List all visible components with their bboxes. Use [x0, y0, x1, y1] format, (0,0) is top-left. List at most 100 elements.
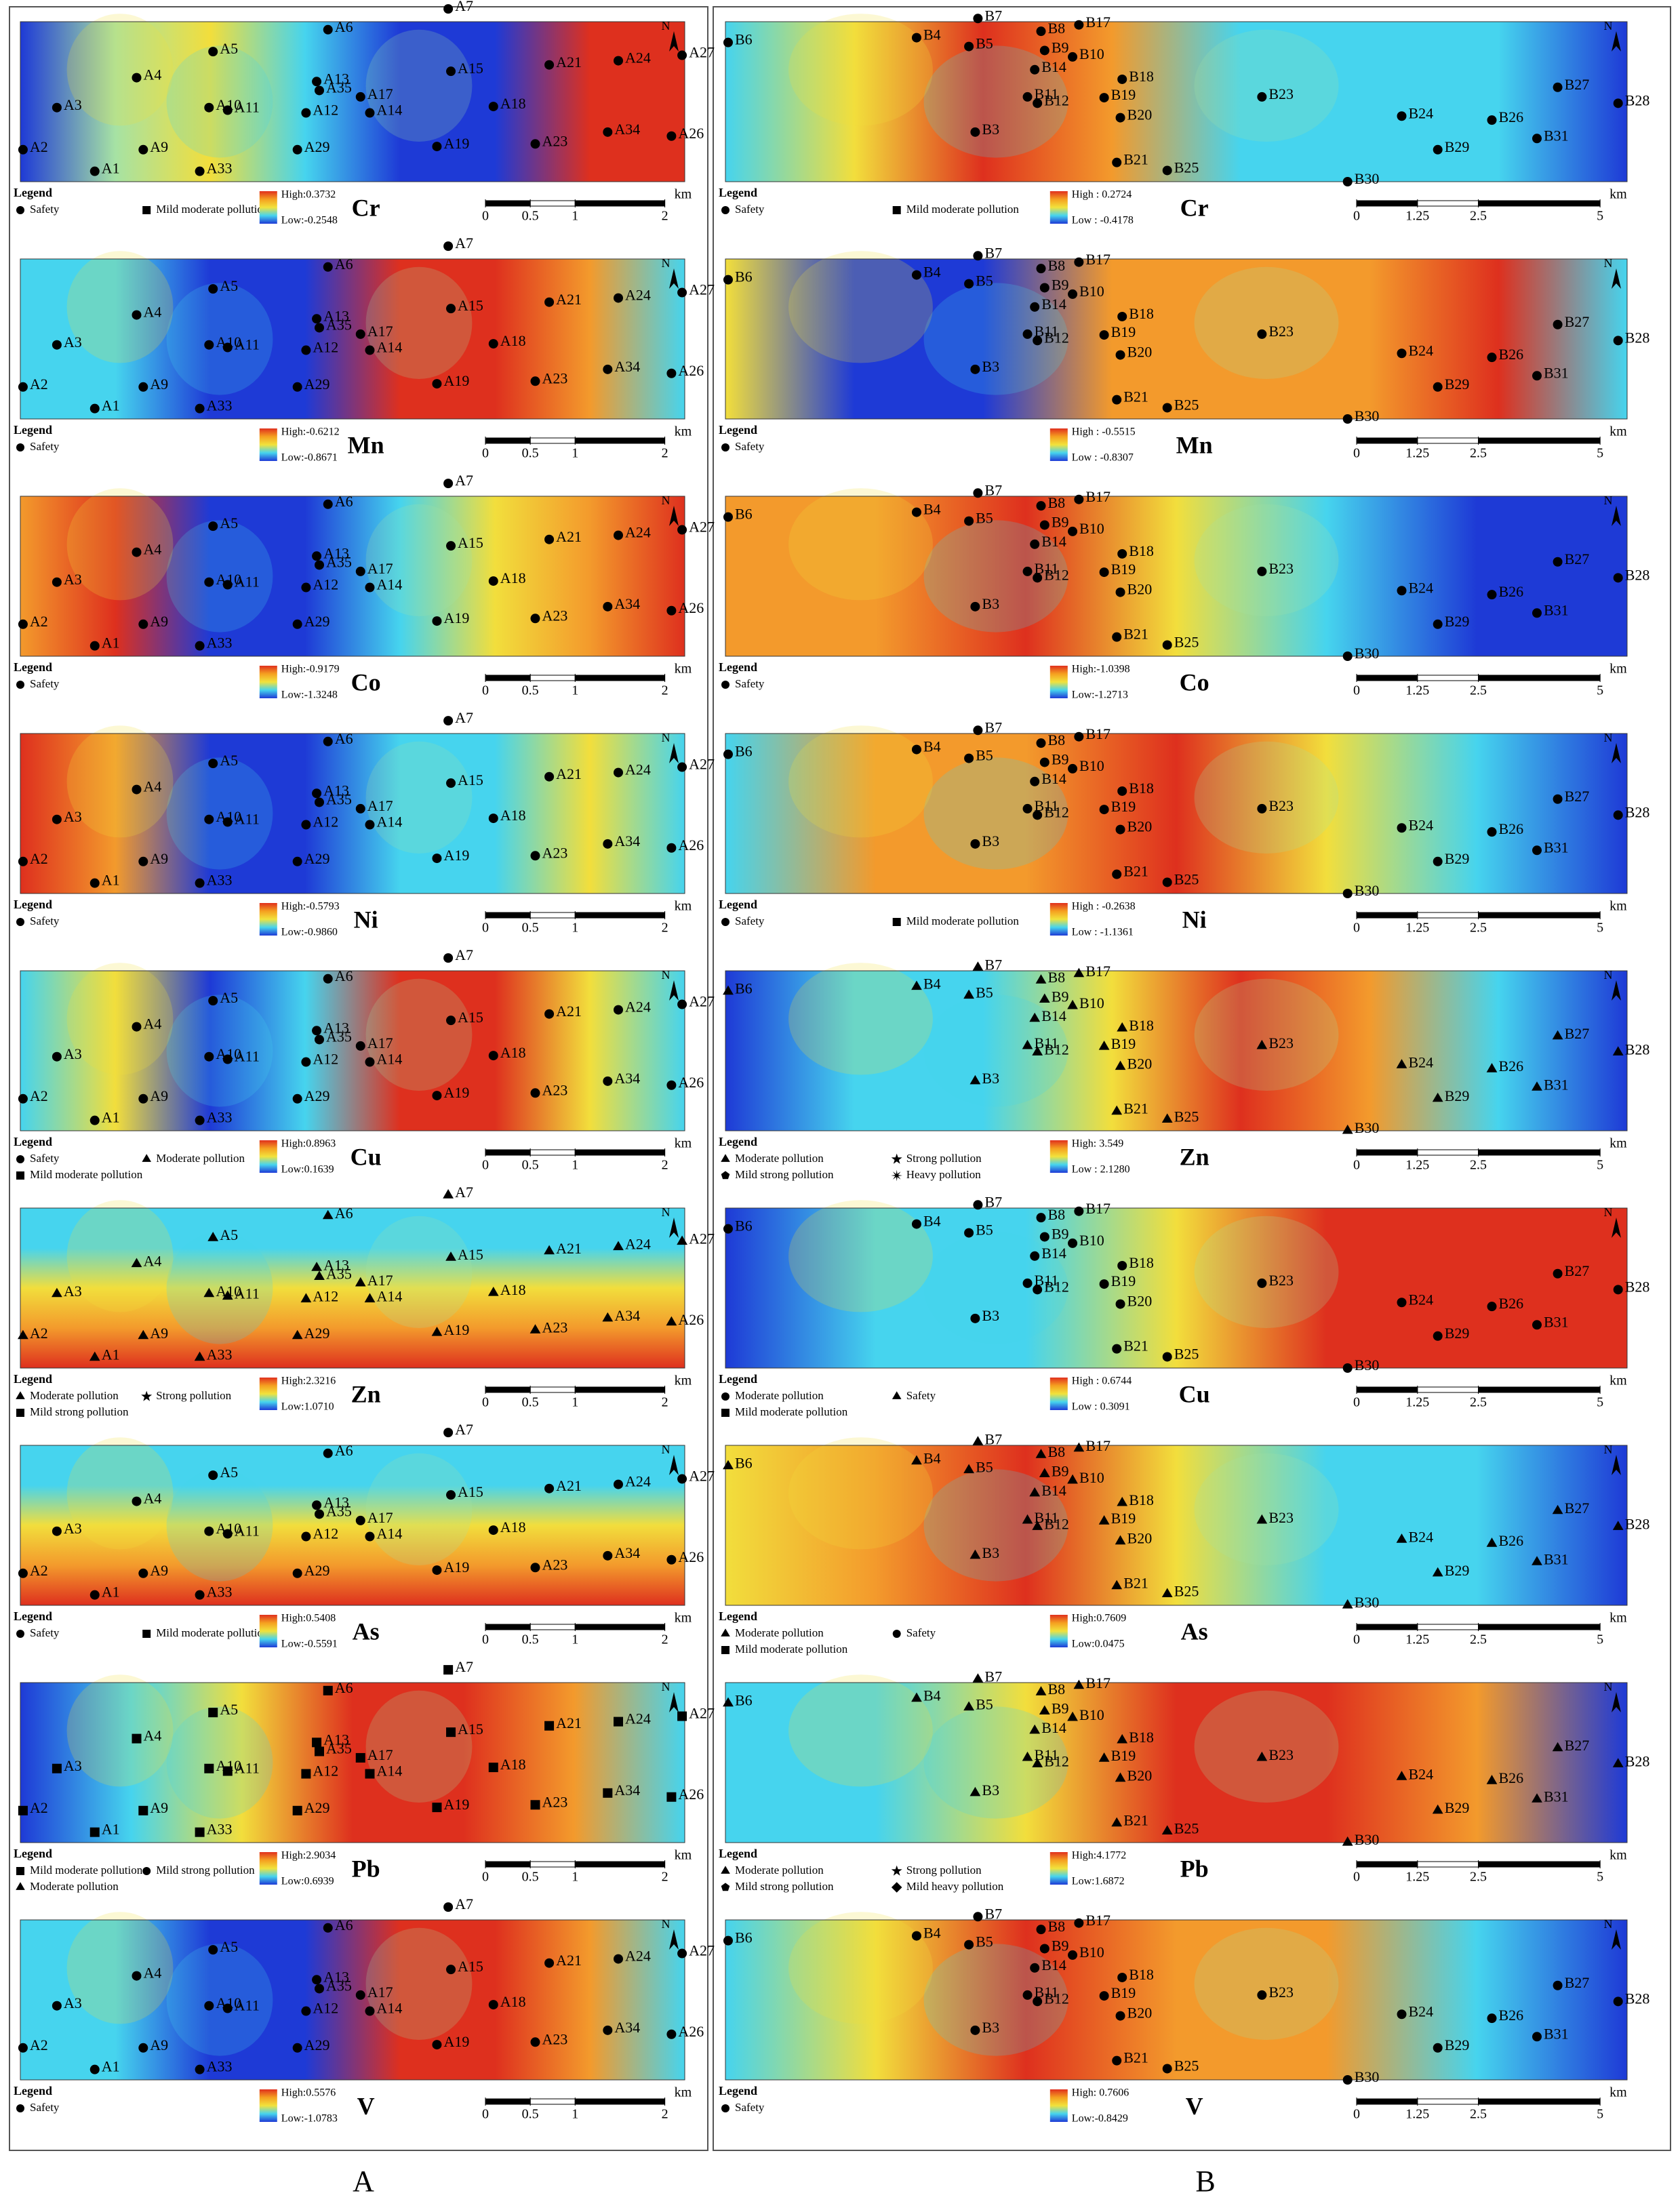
station-marker [677, 287, 687, 298]
legend-symbol [142, 206, 151, 214]
station-label: A3 [64, 334, 82, 350]
ramp-low: Low : -0.8307 [1072, 452, 1134, 464]
station-marker [355, 803, 365, 814]
station-label: A14 [376, 814, 402, 830]
station-label: B23 [1268, 1509, 1294, 1526]
station-marker [1553, 1268, 1563, 1279]
legend-symbol [142, 1867, 151, 1875]
scale-tick-label: 2 [662, 1632, 668, 1647]
station-marker [1035, 974, 1047, 984]
legend-title: Legend [719, 660, 757, 674]
map-patch [1194, 741, 1339, 854]
scale-tick-label: 1.25 [1405, 683, 1429, 698]
station-marker [1073, 1442, 1085, 1452]
station-label: A19 [443, 847, 469, 864]
station-label: A12 [313, 576, 338, 593]
station-label: A6 [335, 1442, 353, 1459]
station-marker [677, 50, 687, 60]
scale-segment [1478, 1624, 1601, 1630]
station-marker [544, 297, 555, 307]
station-label: B10 [1079, 1944, 1104, 1961]
map-surface [20, 971, 685, 1131]
station-marker [89, 403, 100, 414]
legend-symbol [721, 918, 729, 926]
station-label: A7 [455, 946, 473, 963]
legend-label: Safety [735, 2101, 765, 2114]
map-patch [166, 1232, 273, 1344]
station-marker [1073, 967, 1085, 978]
station-marker [443, 953, 454, 963]
station-label: B28 [1625, 1752, 1650, 1769]
element-name: V [357, 2092, 375, 2119]
station-label: B25 [1174, 2058, 1199, 2074]
station-label: A18 [500, 1044, 526, 1061]
station-marker [89, 1115, 100, 1125]
station-marker [222, 105, 233, 115]
legend-label: Safety [30, 203, 60, 216]
north-arrow [669, 506, 679, 526]
station-label: A19 [443, 609, 469, 626]
station-label: A23 [542, 1793, 568, 1810]
scale-tick-label: 2.5 [1470, 683, 1487, 698]
station-marker [1112, 395, 1122, 405]
station-label: B24 [1409, 1053, 1434, 1070]
station-label: A19 [443, 2033, 469, 2050]
legend-label: Safety [30, 1152, 60, 1165]
station-marker [1036, 738, 1046, 748]
scale-tick-label: 2 [662, 1158, 668, 1173]
station-marker [323, 1923, 333, 1933]
scale-tick-label: 2.5 [1470, 209, 1487, 224]
station-label: A1 [102, 160, 120, 177]
station-marker [1613, 98, 1623, 108]
north-label: N [1604, 19, 1613, 33]
station-label: A34 [614, 121, 640, 138]
station-label: B6 [735, 1692, 753, 1709]
station-marker [970, 839, 980, 849]
station-marker [1030, 1251, 1040, 1261]
scale-tick-label: 0 [1353, 1632, 1360, 1647]
station-marker [89, 641, 100, 651]
station-label: A34 [614, 358, 640, 375]
scale-tick-label: 0 [482, 921, 489, 936]
station-marker [544, 1721, 555, 1731]
scale-segment [574, 1624, 666, 1630]
station-marker [138, 382, 148, 392]
scale-unit: km [1609, 1373, 1627, 1388]
ramp-low: Low:-1.3248 [281, 689, 338, 701]
station-marker [1257, 566, 1267, 576]
element-name: Cu [351, 1143, 382, 1170]
station-label: A1 [102, 1821, 120, 1838]
scale-unit: km [1609, 899, 1627, 914]
color-ramp [259, 1378, 277, 1410]
station-marker [1257, 1278, 1267, 1288]
station-label: A14 [376, 2000, 402, 2017]
station-marker [1022, 1278, 1033, 1288]
station-marker [1067, 999, 1078, 1009]
map-border [20, 970, 685, 1131]
map-patch [166, 283, 273, 395]
scale-segment [1417, 1624, 1479, 1630]
scale-tick-label: 0 [482, 1158, 489, 1173]
station-label: A33 [207, 160, 233, 177]
station-marker [973, 1912, 983, 1922]
station-marker [1613, 1285, 1623, 1295]
station-label: B8 [1048, 257, 1066, 274]
scale-tick-label: 1.25 [1405, 1158, 1429, 1173]
station-marker [222, 1290, 233, 1300]
station-label: B26 [1499, 1769, 1524, 1786]
station-label: B7 [984, 719, 1002, 736]
station-marker [488, 102, 498, 112]
station-label: A27 [689, 1705, 715, 1722]
station-marker [301, 345, 311, 355]
north-label: N [1604, 494, 1613, 507]
station-label: B27 [1565, 1262, 1590, 1279]
map-patch [923, 757, 1068, 870]
station-marker [603, 364, 613, 374]
station-marker [1532, 1081, 1542, 1091]
legend-symbol [721, 1409, 729, 1417]
legend-symbol [891, 1882, 902, 1893]
station-marker [292, 382, 302, 392]
station-label: A24 [625, 999, 651, 1016]
station-label: A35 [326, 1028, 352, 1045]
station-marker [52, 814, 62, 824]
